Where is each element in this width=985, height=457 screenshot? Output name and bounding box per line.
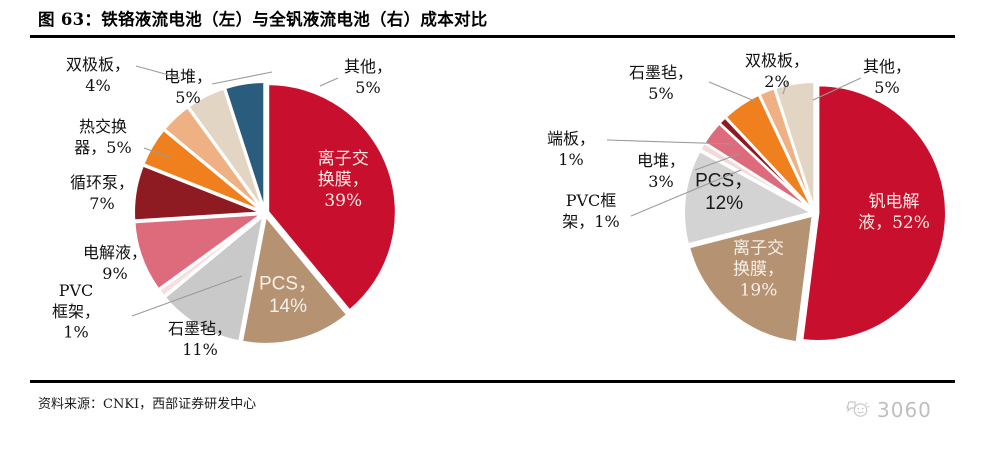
slice-callout-label: 电堆， 5%	[164, 67, 212, 107]
footer-divider	[30, 380, 955, 383]
slice-callout-label: 电堆， 3%	[637, 151, 685, 191]
pie-left-svg: 离子交换膜， 39% PCS， 14% 其他， 5% 电堆， 5% 双极板， 4% 热交换器，5% 循…	[52, 55, 398, 359]
pie-slice[interactable]	[132, 212, 267, 291]
leader-line	[135, 65, 181, 79]
title-divider	[30, 35, 955, 38]
leader-line	[630, 169, 742, 217]
leader-line	[812, 77, 862, 101]
slice-callout-label: 热交换器，5%	[74, 117, 131, 157]
slice-label-inside: 离子交换膜， 19%	[733, 238, 784, 300]
leader-line	[782, 81, 788, 95]
slice-label-inside: PCS， 12%	[695, 171, 753, 214]
slice-callout-label: 循环泵， 7%	[70, 173, 134, 213]
chat-smiley-icon	[846, 401, 870, 417]
leader-line	[211, 71, 273, 85]
leader-line	[694, 153, 740, 171]
pie-slice[interactable]	[223, 80, 266, 211]
leader-line	[143, 147, 173, 159]
pie-slice[interactable]	[773, 80, 816, 211]
figure-title: 图 63：铁铬液流电池（左）与全钒液流电池（右）成本对比	[38, 10, 488, 29]
slice-callout-label: 电解液， 9%	[83, 243, 147, 283]
slice-label-inside: PCS， 14%	[259, 274, 317, 317]
watermark: 3060	[845, 398, 932, 422]
leader-line	[319, 77, 339, 87]
slice-callout-label: 石墨毡， 11%	[168, 319, 232, 359]
pie-slice[interactable]	[163, 212, 266, 343]
pie-chart-right: 钒电解液，52% 离子交换膜， 19% PCS， 12% 其他， 5% 双极板， 2% 石墨毡， 5…	[495, 40, 975, 378]
watermark-text: 3060	[877, 398, 932, 422]
source-note: 资料来源：CNKI，西部证券研发中心	[38, 397, 257, 412]
slice-label-inside: 离子交换膜， 39%	[318, 149, 369, 211]
pie-slice[interactable]	[132, 163, 263, 222]
pie-slice[interactable]	[266, 82, 398, 313]
slice-callout-label: PVC框架，1%	[562, 191, 619, 231]
slice-callout-label: 石墨毡， 5%	[629, 63, 693, 103]
leader-line	[606, 139, 734, 145]
pie-right-svg: 钒电解液，52% 离子交换膜， 19% PCS， 12% 其他， 5% 双极板， 2% 石墨毡， 5…	[547, 51, 948, 344]
pie-slice[interactable]	[687, 213, 815, 344]
leader-line	[131, 275, 243, 317]
slice-label-inside: 钒电解液，52%	[858, 192, 930, 233]
pie-slice[interactable]	[682, 149, 816, 246]
pie-slice[interactable]	[800, 83, 948, 343]
pie-slice[interactable]	[240, 213, 350, 346]
slice-callout-label: 双极板， 4%	[66, 55, 130, 95]
slice-callout-label: 端板， 1%	[547, 129, 595, 169]
pie-chart-left: 离子交换膜， 39% PCS， 14% 其他， 5% 电堆， 5% 双极板， 4% 热交换器，5% 循…	[20, 40, 480, 378]
leader-line	[708, 81, 758, 103]
slice-callout-label: 其他， 5%	[863, 57, 911, 97]
slice-callout-label: 其他， 5%	[344, 57, 392, 97]
slice-callout-label: 双极板， 2%	[745, 51, 809, 91]
